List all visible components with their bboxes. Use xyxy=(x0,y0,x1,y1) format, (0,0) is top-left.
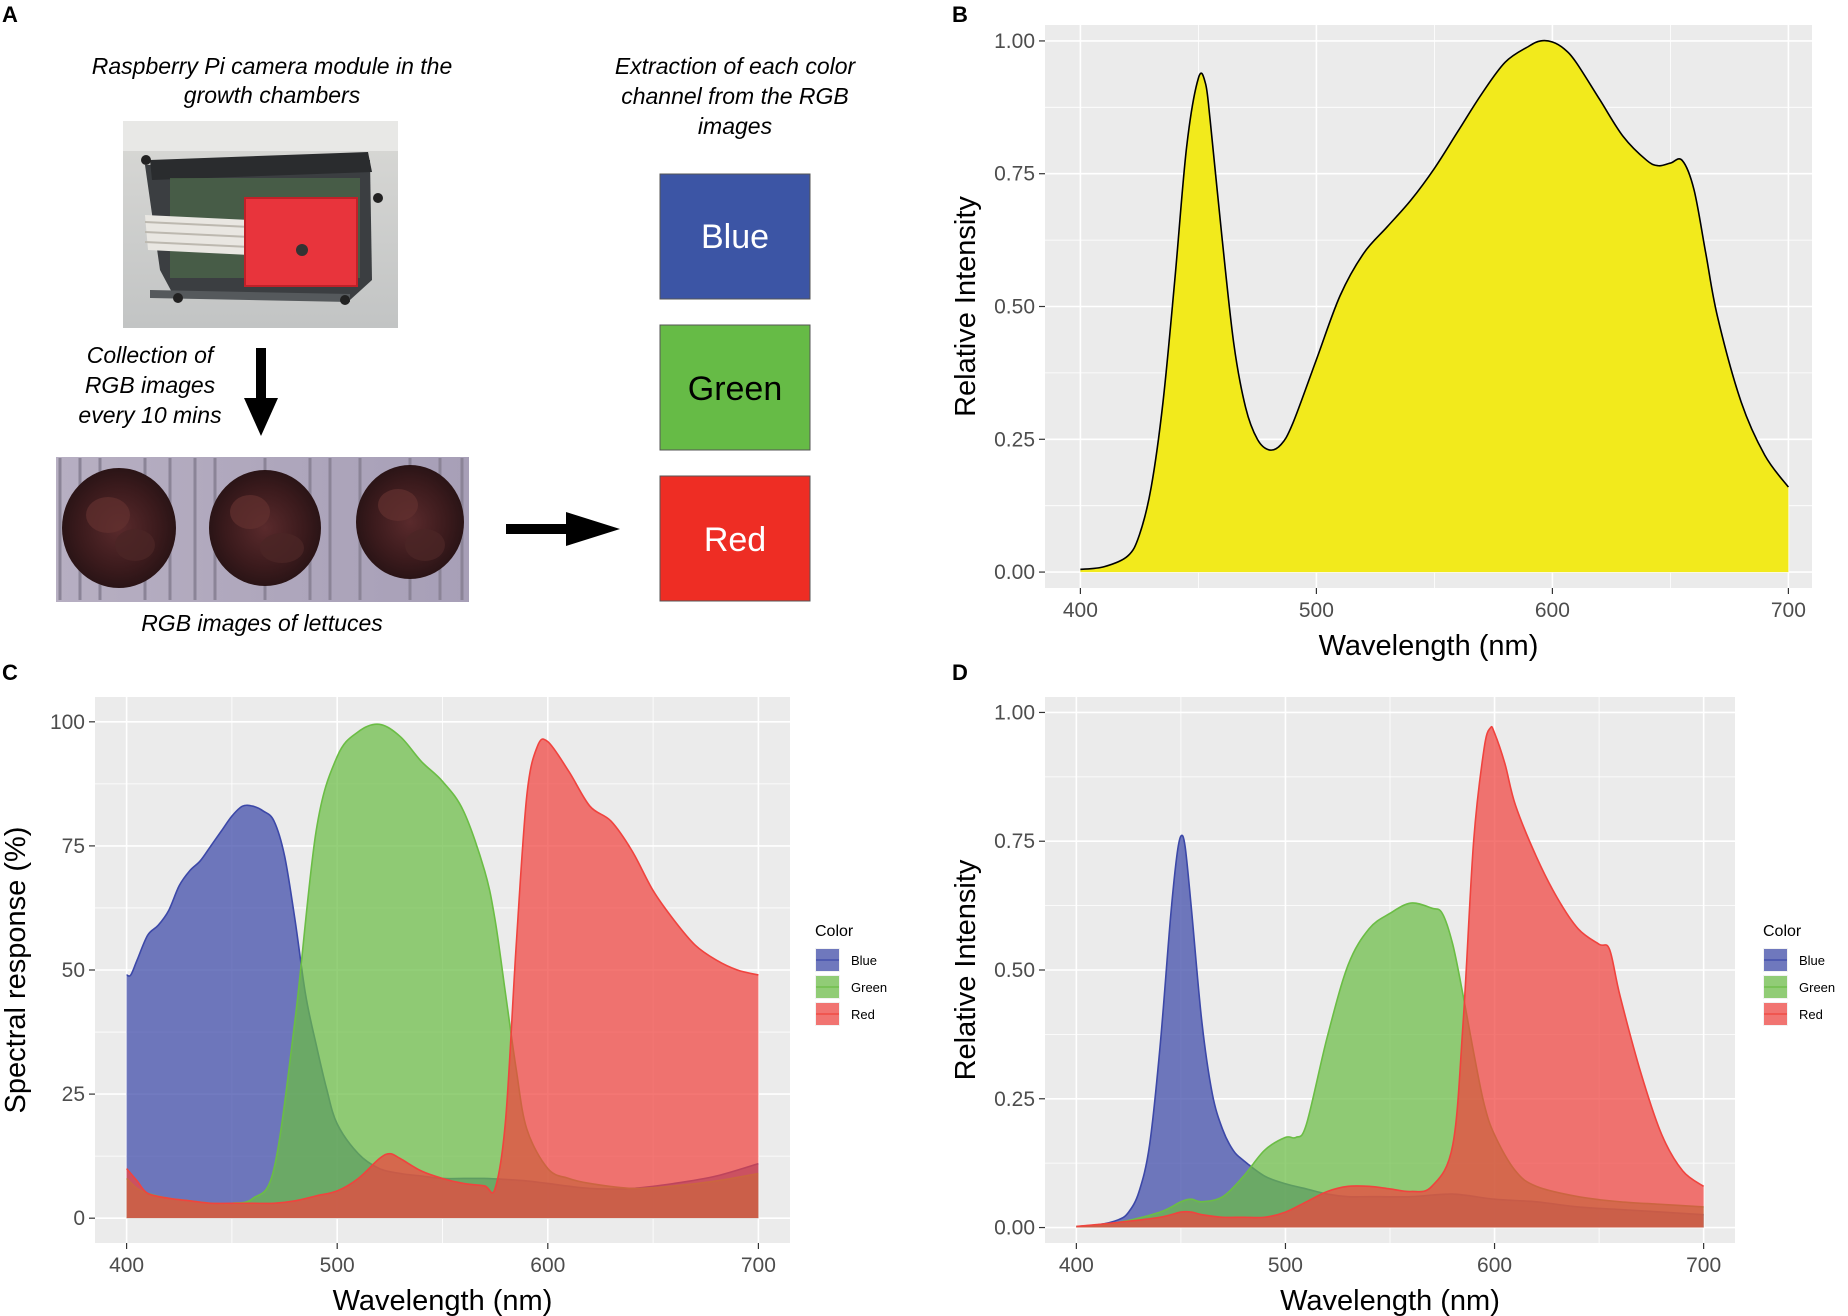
panel-a: A Raspberry Pi camera module in the grow… xyxy=(2,2,857,636)
right-arrow-icon xyxy=(506,512,620,546)
panel-a-letter: A xyxy=(2,2,18,27)
x-axis-label: Wavelength (nm) xyxy=(333,1285,553,1316)
y-tick-label: 1.00 xyxy=(994,701,1035,724)
channel-box-red: Red xyxy=(659,475,811,602)
y-tick-label: 25 xyxy=(62,1083,85,1106)
legend-label-red: Red xyxy=(1799,1007,1823,1022)
lettuce-photo xyxy=(56,457,469,602)
legend-label-blue: Blue xyxy=(851,953,877,968)
collection-line3: every 10 mins xyxy=(78,402,222,428)
camera-caption-line2: growth chambers xyxy=(184,82,361,108)
y-axis-label: Relative Intensity xyxy=(950,859,982,1080)
chart-d: 400 500 600 700 0.00 0.25 0.50 0.75 1.00 Waveleng… xyxy=(950,697,1835,1316)
channel-label-green: Green xyxy=(688,370,783,408)
x-tick-label: 700 xyxy=(1686,1254,1721,1277)
collection-line2: RGB images xyxy=(85,372,216,398)
x-axis-label: Wavelength (nm) xyxy=(1280,1285,1500,1316)
y-tick-label: 75 xyxy=(62,835,85,858)
legend-label-blue: Blue xyxy=(1799,953,1825,968)
collection-line1: Collection of xyxy=(87,342,216,368)
x-tick-label: 600 xyxy=(1535,599,1570,622)
camera-photo xyxy=(123,121,398,328)
legend-label-green: Green xyxy=(851,980,887,995)
y-tick-label: 0.25 xyxy=(994,428,1035,451)
series-area-green xyxy=(1076,902,1704,1228)
x-tick-label: 500 xyxy=(1268,1254,1303,1277)
channel-box-blue: Blue xyxy=(659,173,811,300)
x-tick-label: 500 xyxy=(1299,599,1334,622)
x-tick-label: 700 xyxy=(741,1254,776,1277)
chart-b: 400 500 600 700 0.00 0.25 0.50 0.75 1.00 Waveleng… xyxy=(950,25,1812,662)
extraction-line3: images xyxy=(698,113,773,139)
lettuce-caption: RGB images of lettuces xyxy=(141,610,383,636)
y-axis-label: Relative Intensity xyxy=(950,196,982,417)
y-tick-label: 0.75 xyxy=(994,163,1035,186)
y-tick-label: 1.00 xyxy=(994,30,1035,53)
legend-title: Color xyxy=(1763,923,1802,940)
x-tick-label: 700 xyxy=(1771,599,1806,622)
chart-c: 400 500 600 700 0 25 50 75 100 Wavelength (nm) Spe… xyxy=(0,697,887,1316)
legend-label-red: Red xyxy=(851,1007,875,1022)
extraction-line2: channel from the RGB xyxy=(621,83,849,109)
x-axis-label: Wavelength (nm) xyxy=(1319,630,1539,662)
camera-caption-line1: Raspberry Pi camera module in the xyxy=(92,53,453,79)
channel-box-green: Green xyxy=(659,324,811,451)
panel-b-letter: B xyxy=(952,2,968,27)
series-area-green xyxy=(126,724,759,1219)
x-tick-label: 400 xyxy=(109,1254,144,1277)
series-area-blue xyxy=(1076,835,1704,1228)
series-area-red xyxy=(126,739,759,1219)
y-axis-label: Spectral response (%) xyxy=(0,827,32,1114)
legend-label-green: Green xyxy=(1799,980,1835,995)
y-tick-label: 50 xyxy=(62,959,85,982)
x-tick-label: 400 xyxy=(1063,599,1098,622)
y-tick-label: 0.50 xyxy=(994,296,1035,319)
series-line-red xyxy=(125,738,759,1205)
series-line-light-spectrum xyxy=(1080,39,1790,571)
channel-label-blue: Blue xyxy=(701,218,769,256)
y-tick-label: 0.50 xyxy=(994,959,1035,982)
x-tick-label: 500 xyxy=(320,1254,355,1277)
panel-d-letter: D xyxy=(952,660,968,685)
series-line-red xyxy=(1076,725,1705,1228)
channel-label-red: Red xyxy=(704,521,766,559)
x-tick-label: 600 xyxy=(1477,1254,1512,1277)
legend-title: Color xyxy=(815,923,854,940)
series-area-light-spectrum xyxy=(1080,40,1789,573)
y-tick-label: 0.00 xyxy=(994,561,1035,584)
down-arrow-icon xyxy=(244,348,278,436)
y-tick-label: 100 xyxy=(50,711,85,734)
y-tick-label: 0.25 xyxy=(994,1088,1035,1111)
y-tick-label: 0.00 xyxy=(994,1217,1035,1240)
x-tick-label: 400 xyxy=(1059,1254,1094,1277)
extraction-line1: Extraction of each color xyxy=(615,53,857,79)
y-tick-label: 0.75 xyxy=(994,830,1035,853)
y-tick-label: 0 xyxy=(73,1207,85,1230)
x-tick-label: 600 xyxy=(530,1254,565,1277)
series-area-red xyxy=(1076,726,1704,1228)
panel-c-letter: C xyxy=(2,660,18,685)
